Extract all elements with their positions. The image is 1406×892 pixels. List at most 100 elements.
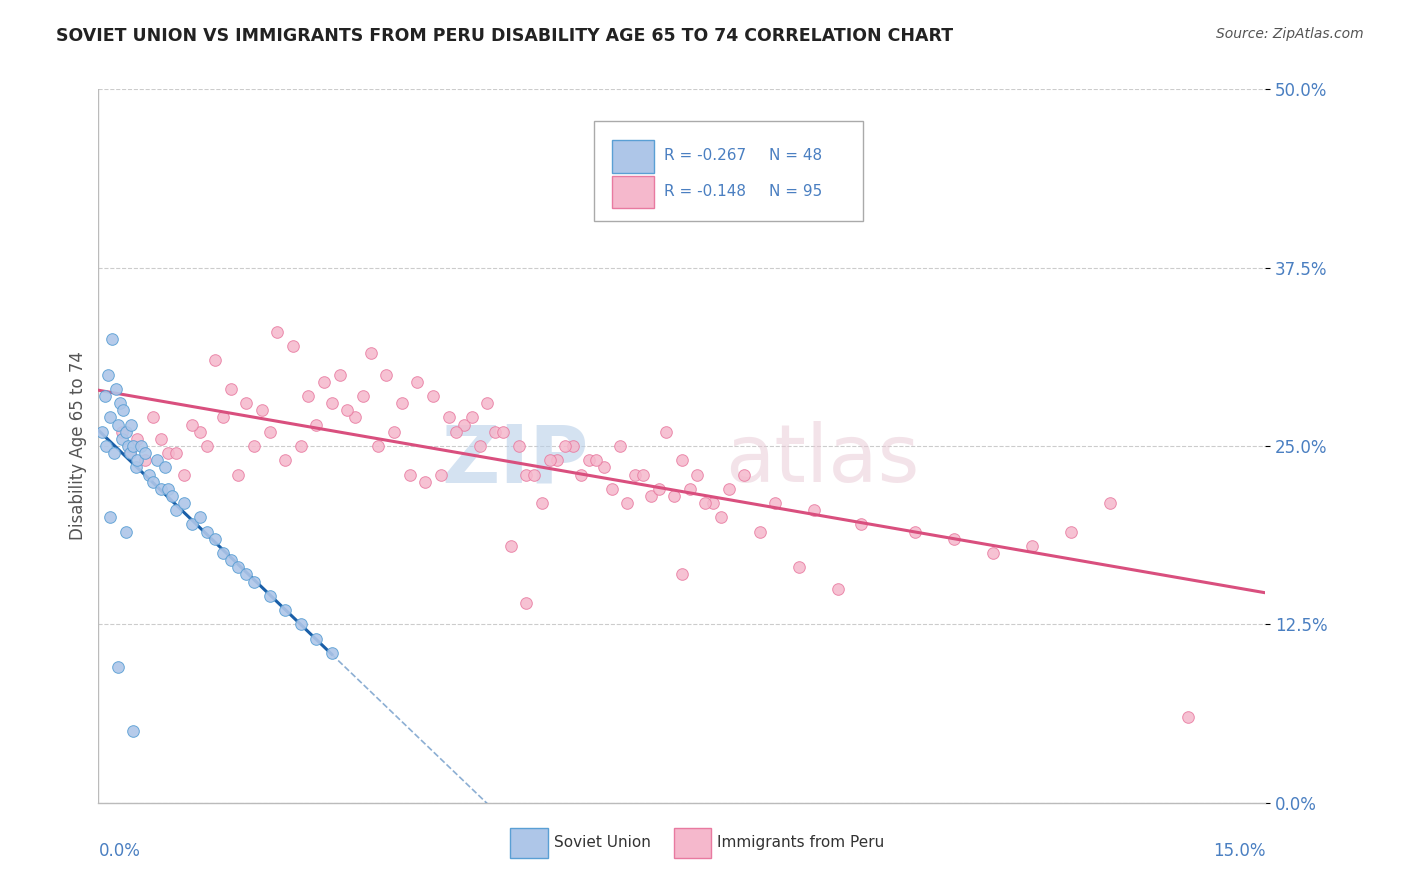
Point (375, 368, 398, 382)
Point (142, 475, 165, 489)
FancyBboxPatch shape (612, 176, 654, 209)
Point (281, 339, 304, 353)
Point (120, 417, 142, 432)
Point (717, 482, 740, 496)
Point (165, 446, 187, 460)
Point (243, 574, 266, 589)
Point (437, 410, 460, 425)
Point (188, 510, 211, 524)
Point (631, 467, 654, 482)
Point (616, 496, 638, 510)
Point (554, 439, 576, 453)
Point (413, 475, 436, 489)
Point (671, 567, 693, 582)
Point (981, 546, 1004, 560)
Point (127, 432, 149, 446)
Point (157, 446, 180, 460)
Point (259, 589, 281, 603)
Point (101, 332, 124, 346)
Text: 15.0%: 15.0% (1213, 842, 1265, 860)
Point (530, 496, 553, 510)
Point (180, 517, 202, 532)
Point (290, 617, 312, 632)
Point (686, 467, 709, 482)
Point (153, 460, 176, 475)
Point (111, 432, 134, 446)
Point (695, 496, 717, 510)
Point (228, 560, 250, 574)
Point (118, 446, 141, 460)
Point (93, 389, 115, 403)
Text: N = 95: N = 95 (769, 184, 823, 199)
FancyBboxPatch shape (595, 121, 863, 221)
Point (173, 496, 195, 510)
Point (679, 482, 702, 496)
Y-axis label: Disability Age 65 to 74: Disability Age 65 to 74 (69, 351, 87, 541)
Text: 0.0%: 0.0% (98, 842, 141, 860)
Point (321, 646, 343, 660)
Point (367, 439, 389, 453)
Point (118, 446, 141, 460)
Point (149, 432, 172, 446)
Point (492, 425, 515, 439)
Point (111, 425, 134, 439)
Point (710, 510, 733, 524)
Point (1021, 539, 1043, 553)
Point (523, 467, 546, 482)
Point (624, 467, 647, 482)
Point (406, 375, 429, 389)
Point (546, 453, 568, 467)
FancyBboxPatch shape (673, 828, 711, 858)
Point (162, 489, 184, 503)
Point (134, 453, 156, 467)
Point (98, 510, 121, 524)
Point (274, 603, 297, 617)
Text: atlas: atlas (724, 421, 920, 500)
Point (107, 417, 129, 432)
Point (662, 489, 685, 503)
Point (429, 467, 451, 482)
Point (578, 453, 600, 467)
Point (212, 410, 235, 425)
Text: ZIP: ZIP (441, 421, 589, 500)
Point (250, 403, 273, 417)
Point (96, 439, 118, 453)
Point (149, 482, 172, 496)
Point (91, 425, 114, 439)
Point (305, 417, 328, 432)
Point (329, 368, 352, 382)
Point (134, 446, 156, 460)
Point (569, 467, 592, 482)
Point (702, 496, 724, 510)
Point (112, 403, 135, 417)
Point (640, 489, 662, 503)
Point (827, 582, 849, 596)
Point (312, 375, 335, 389)
Point (787, 560, 810, 574)
Point (98, 410, 121, 425)
Point (129, 439, 152, 453)
Point (219, 382, 242, 396)
Point (305, 632, 328, 646)
Point (398, 467, 420, 482)
Text: Immigrants from Peru: Immigrants from Peru (717, 835, 884, 850)
Point (142, 410, 165, 425)
Point (391, 396, 413, 410)
Point (1060, 524, 1083, 539)
Point (122, 439, 145, 453)
Point (104, 382, 127, 396)
Point (748, 524, 770, 539)
Point (1098, 496, 1121, 510)
Point (593, 460, 616, 475)
Point (515, 467, 537, 482)
Point (508, 439, 530, 453)
Point (266, 325, 288, 339)
Point (204, 353, 226, 368)
Point (125, 460, 148, 475)
Point (108, 396, 131, 410)
Text: Soviet Union: Soviet Union (554, 835, 651, 850)
Point (600, 482, 623, 496)
Point (538, 453, 561, 467)
Point (97, 368, 120, 382)
Point (763, 496, 786, 510)
